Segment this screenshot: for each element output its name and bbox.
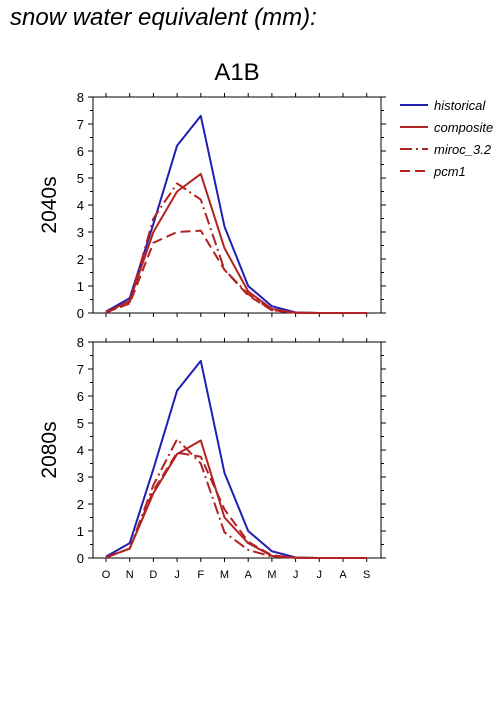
legend-label-composite: composite <box>434 120 493 135</box>
x-tick-label: N <box>126 569 134 581</box>
y-tick-label: 4 <box>77 198 84 213</box>
series-line-pcm1-2080s <box>105 451 367 559</box>
x-tick-label: O <box>102 569 111 581</box>
y-tick-label: 6 <box>77 389 84 404</box>
y-tick-label: 8 <box>77 90 84 105</box>
y-tick-label: 5 <box>77 171 84 186</box>
y-tick-label: 3 <box>77 225 84 240</box>
series-line-composite-2040s <box>105 172 367 314</box>
y-tick-label: 2 <box>77 252 84 267</box>
y-tick-label: 7 <box>77 362 84 377</box>
x-tick-label: J <box>317 569 323 581</box>
series-line-historical-2080s <box>105 359 367 559</box>
row-label-2080s: 2080s <box>38 421 61 478</box>
x-tick-label: D <box>149 569 157 581</box>
y-tick-label: 0 <box>77 551 84 566</box>
x-tick-label: F <box>197 569 204 581</box>
y-tick-label: 6 <box>77 144 84 159</box>
x-tick-label: A <box>339 569 347 581</box>
legend-label-pcm1: pcm1 <box>433 164 466 179</box>
x-tick-label: M <box>220 569 229 581</box>
chart-title: A1B <box>214 59 259 86</box>
x-tick-label: J <box>174 569 180 581</box>
x-tick-label: A <box>245 569 253 581</box>
y-tick-label: 5 <box>77 416 84 431</box>
legend-label-historical: historical <box>434 98 486 113</box>
series-line-miroc_3.2-2080s <box>105 438 367 559</box>
y-tick-label: 2 <box>77 497 84 512</box>
legend-label-miroc_3.2: miroc_3.2 <box>434 142 492 157</box>
x-tick-label: S <box>363 569 370 581</box>
y-tick-label: 1 <box>77 524 84 539</box>
x-tick-label: J <box>293 569 299 581</box>
series-line-pcm1-2040s <box>105 229 367 314</box>
y-tick-label: 7 <box>77 117 84 132</box>
x-tick-label: M <box>267 569 276 581</box>
page-title: snow water equivalent (mm): <box>10 4 317 31</box>
y-tick-label: 1 <box>77 279 84 294</box>
y-tick-label: 3 <box>77 470 84 485</box>
y-tick-label: 4 <box>77 443 84 458</box>
y-tick-label: 8 <box>77 335 84 350</box>
row-label-2040s: 2040s <box>38 176 61 233</box>
y-tick-label: 0 <box>77 306 84 321</box>
